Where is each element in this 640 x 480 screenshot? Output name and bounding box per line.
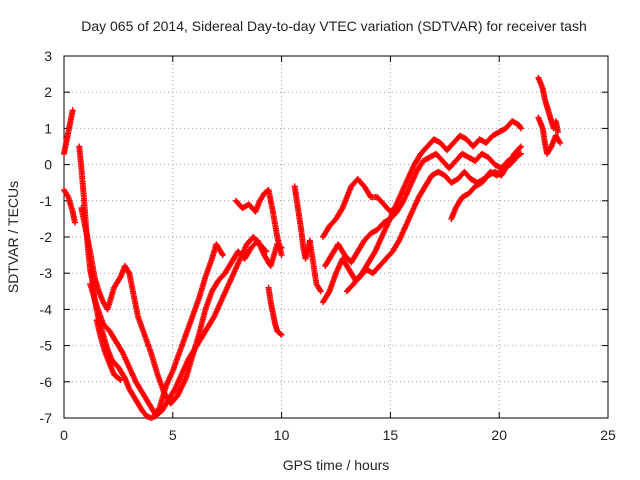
y-tick-label: -4	[40, 301, 53, 317]
x-tick-label: 15	[383, 427, 399, 443]
data-point	[69, 107, 76, 114]
series-track-k	[319, 118, 524, 306]
data-point	[517, 143, 524, 150]
series-track-b	[61, 186, 78, 226]
x-tick-label: 25	[600, 427, 616, 443]
series-track-c	[76, 143, 270, 421]
series-track-g	[232, 186, 285, 259]
series-track-f	[93, 317, 124, 383]
x-tick-labels: 0 5 10 15 20 25	[60, 427, 616, 443]
data-point	[517, 150, 524, 157]
data-point	[116, 376, 123, 383]
data-point	[71, 219, 78, 226]
y-tick-label: -5	[40, 338, 53, 354]
data-point	[278, 252, 285, 259]
data-point	[554, 129, 561, 136]
series-track-l	[322, 150, 524, 269]
data-point	[278, 331, 285, 338]
x-tick-label: 0	[60, 427, 68, 443]
plot-frame	[63, 55, 609, 419]
x-axis-label: GPS time / hours	[283, 457, 390, 473]
series-track-j	[319, 176, 398, 240]
y-tick-label: 2	[44, 84, 52, 100]
series-track-e	[87, 241, 226, 418]
data-point	[517, 124, 524, 131]
y-tick-label: 1	[44, 120, 52, 136]
y-tick-label: -1	[40, 193, 53, 209]
y-tick-label: -6	[40, 374, 53, 390]
x-tick-label: 10	[274, 427, 290, 443]
y-tick-label: -2	[40, 229, 53, 245]
data-point	[219, 252, 226, 259]
data-point	[317, 288, 324, 295]
y-axis-label: SDTVAR / TECUs	[5, 181, 21, 293]
data-point	[516, 144, 523, 151]
y-tick-label: -3	[40, 265, 53, 281]
data-point	[517, 125, 524, 132]
x-tick-label: 20	[491, 427, 507, 443]
y-tick-label: -7	[40, 410, 53, 426]
grid-layer	[64, 56, 608, 418]
x-tick-label: 5	[169, 427, 177, 443]
chart-title: Day 065 of 2014, Sidereal Day-to-day VTE…	[81, 18, 587, 34]
points-layer	[61, 74, 564, 421]
series-track-d	[78, 205, 285, 407]
series-track-h	[265, 284, 285, 338]
series-track-o	[535, 74, 561, 136]
series-track-p	[535, 114, 564, 157]
y-tick-label: 0	[44, 157, 52, 173]
y-tick-label: 3	[44, 48, 52, 64]
data-point	[117, 376, 124, 383]
series-track-a	[61, 107, 76, 157]
data-point	[277, 330, 284, 337]
y-tick-labels: -7 -6 -5 -4 -3 -2 -1 0 1 2 3	[40, 48, 53, 426]
data-point	[557, 139, 564, 146]
series-track-n	[448, 143, 524, 222]
series-track-i	[291, 183, 324, 295]
